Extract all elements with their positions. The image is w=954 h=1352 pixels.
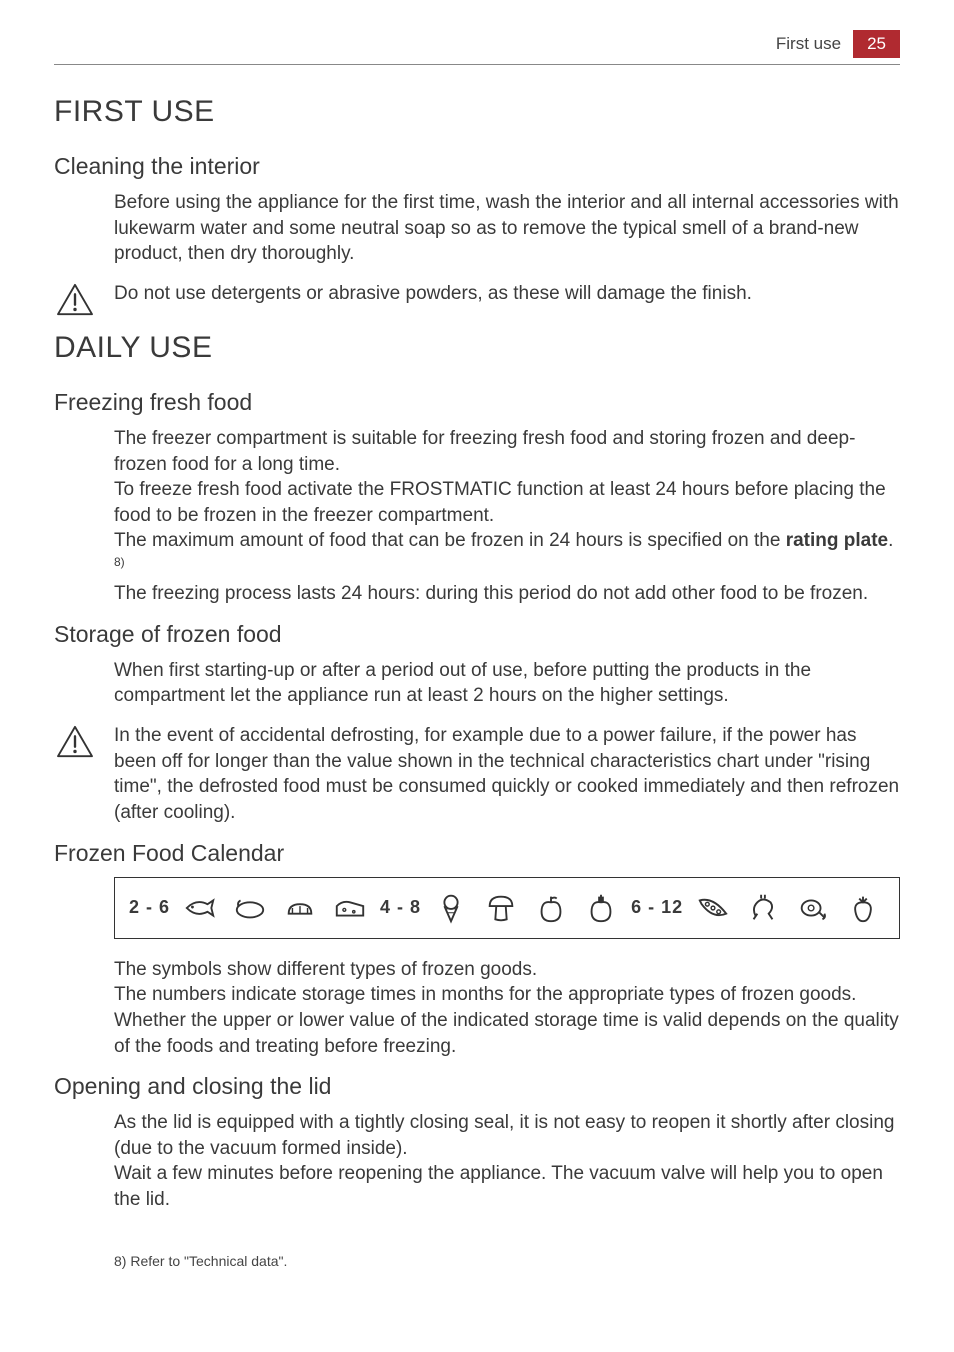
calendar-p1: The symbols show different types of froz… — [114, 959, 537, 980]
calendar-range-2: 4 - 8 — [380, 897, 421, 918]
storage-p1: When first starting-up or after a period… — [114, 658, 900, 709]
daily-use-title: DAILY USE — [54, 331, 900, 365]
freezing-p1: The freezer compartment is suitable for … — [114, 428, 855, 475]
page: First use 25 FIRST USE Cleaning the inte… — [0, 0, 954, 1299]
peas-icon — [693, 890, 733, 926]
calendar-p2: The numbers indicate storage times in mo… — [114, 984, 899, 1056]
freezing-p3b: . — [888, 530, 893, 551]
storage-warning-row: In the event of accidental defrosting, f… — [54, 723, 900, 826]
header-rule — [54, 64, 900, 65]
page-number: 25 — [853, 30, 900, 58]
lid-p2: Wait a few minutes before reopening the … — [114, 1163, 883, 1210]
calendar-range-3: 6 - 12 — [631, 897, 683, 918]
running-header: First use 25 — [54, 30, 900, 58]
cleaning-interior-body: Before using the appliance for the first… — [114, 190, 900, 267]
cleaning-interior-heading: Cleaning the interior — [54, 153, 900, 180]
icecream-icon — [431, 890, 471, 926]
caution-icon — [54, 281, 96, 317]
lid-body: As the lid is equipped with a tightly cl… — [114, 1110, 900, 1213]
calendar-body: The symbols show different types of froz… — [114, 957, 900, 1060]
freezing-footnote-ref: 8) — [114, 555, 125, 569]
calendar-heading: Frozen Food Calendar — [54, 840, 900, 867]
mushroom-icon — [481, 890, 521, 926]
pepper-icon — [581, 890, 621, 926]
cleaning-warning-text: Do not use detergents or abrasive powder… — [114, 281, 900, 317]
cheese-icon — [330, 890, 370, 926]
lid-p1: As the lid is equipped with a tightly cl… — [114, 1112, 894, 1159]
freezing-p3-bold: rating plate — [786, 530, 888, 551]
frozen-food-calendar: 2 - 6 4 - 8 6 - 12 — [114, 877, 900, 939]
footnote-8: 8) Refer to "Technical data". — [114, 1253, 900, 1269]
lid-heading: Opening and closing the lid — [54, 1073, 900, 1100]
freezing-p2: To freeze fresh food activate the FROSTM… — [114, 479, 886, 526]
poultry-icon — [743, 890, 783, 926]
freezing-heading: Freezing fresh food — [54, 389, 900, 416]
fruit-icon — [531, 890, 571, 926]
bread-icon — [280, 890, 320, 926]
cleaning-warning-row: Do not use detergents or abrasive powder… — [54, 281, 900, 317]
strawberry-icon — [843, 890, 883, 926]
fish-icon — [180, 890, 220, 926]
shellfish-icon — [230, 890, 270, 926]
first-use-title: FIRST USE — [54, 95, 900, 129]
caution-icon — [54, 723, 96, 826]
freezing-p4: The freezing process lasts 24 hours: dur… — [114, 583, 868, 604]
header-section-label: First use — [776, 34, 841, 54]
freezing-body: The freezer compartment is suitable for … — [114, 426, 900, 607]
calendar-range-1: 2 - 6 — [129, 897, 170, 918]
storage-heading: Storage of frozen food — [54, 621, 900, 648]
meat-icon — [793, 890, 833, 926]
freezing-p3a: The maximum amount of food that can be f… — [114, 530, 786, 551]
storage-warning-text: In the event of accidental defrosting, f… — [114, 723, 900, 826]
